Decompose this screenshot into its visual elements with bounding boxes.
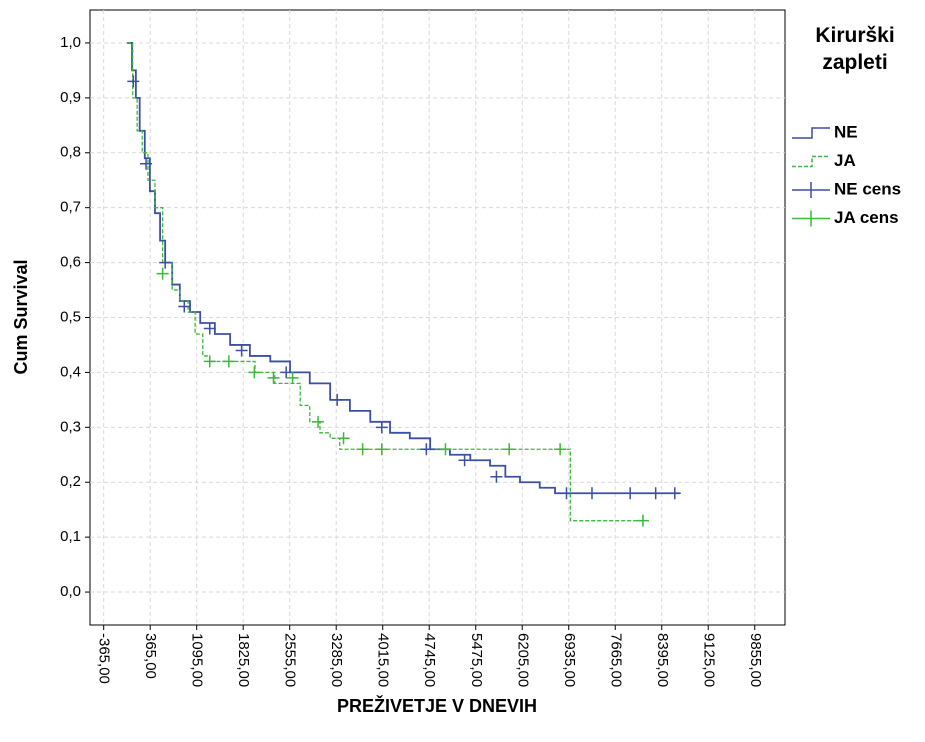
y-axis-title: Cum Survival (11, 259, 31, 374)
censor-mark (267, 371, 280, 384)
censor-mark (420, 443, 433, 456)
survival-curve (126, 42, 645, 522)
x-tick-label: 6935,00 (561, 633, 578, 687)
censor-mark (312, 415, 325, 428)
legend-symbol (792, 182, 830, 198)
legend-title: Kirurški zapleti (815, 24, 895, 74)
y-tick-label: 0,2 (60, 473, 81, 490)
x-tick-label: 3285,00 (328, 633, 345, 687)
censor-mark (490, 470, 503, 483)
x-tick-label: -365,00 (96, 633, 113, 684)
censor-mark (159, 256, 172, 269)
censor-mark (636, 514, 649, 527)
x-tick-label: 4745,00 (421, 633, 438, 687)
legend-symbol (792, 210, 830, 227)
y-tick-label: 0,7 (60, 199, 81, 216)
censor-mark (235, 344, 248, 357)
x-tick-label: 5475,00 (468, 633, 485, 687)
x-tick-label: 6205,00 (514, 633, 531, 687)
censor-mark (331, 393, 344, 406)
censor-mark (458, 454, 471, 467)
censor-mark (439, 443, 452, 456)
legend-label: JA cens (834, 208, 899, 227)
survival-curve (126, 42, 680, 495)
x-axis-title: PREŽIVETJE V DNEVIH (337, 695, 537, 716)
legend-symbol (792, 155, 830, 168)
x-tick-label: 8395,00 (654, 633, 671, 687)
legend-label: NE (834, 122, 858, 141)
censor-mark (375, 421, 388, 434)
censor-mark (375, 443, 388, 456)
censor-mark (286, 371, 299, 384)
censor-mark (222, 355, 235, 368)
x-tick-label: 365,00 (142, 633, 159, 679)
legend-label: NE cens (834, 179, 901, 198)
y-tick-label: 0,6 (60, 254, 81, 271)
censor-mark (560, 487, 573, 500)
y-tick-label: 0,3 (60, 418, 81, 435)
censor-mark (503, 443, 516, 456)
x-tick-label: 7665,00 (607, 633, 624, 687)
y-tick-label: 0,1 (60, 528, 81, 545)
censor-mark (127, 75, 140, 88)
y-tick-label: 0,0 (60, 583, 81, 600)
y-tick-label: 0,4 (60, 363, 81, 380)
censor-mark (248, 366, 261, 379)
legend-label: JA (834, 151, 856, 170)
x-tick-label: 1095,00 (189, 633, 206, 687)
x-tick-label: 9125,00 (700, 633, 717, 687)
censor-mark (585, 487, 598, 500)
y-tick-label: 0,9 (60, 89, 81, 106)
x-tick-label: 4015,00 (375, 633, 392, 687)
censor-mark (624, 487, 637, 500)
censor-mark (337, 432, 350, 445)
censor-mark (156, 267, 169, 280)
censor-mark (140, 157, 153, 170)
censor-mark (178, 300, 191, 313)
censor-mark (668, 487, 681, 500)
y-tick-label: 1,0 (60, 34, 81, 51)
x-tick-label: 2555,00 (282, 633, 299, 687)
censor-mark (649, 487, 662, 500)
x-tick-label: 9855,00 (747, 633, 764, 687)
y-tick-label: 0,8 (60, 144, 81, 161)
legend-symbol (792, 127, 830, 139)
censor-mark (554, 443, 567, 456)
x-tick-label: 1825,00 (235, 633, 252, 687)
censor-mark (203, 355, 216, 368)
y-tick-label: 0,5 (60, 308, 81, 325)
censor-mark (280, 366, 293, 379)
censor-mark (203, 322, 216, 335)
censor-mark (356, 443, 369, 456)
